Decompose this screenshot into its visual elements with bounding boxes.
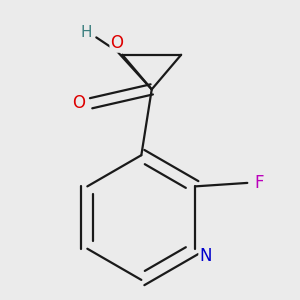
Text: O: O xyxy=(111,34,124,52)
Text: N: N xyxy=(200,247,212,265)
Text: H: H xyxy=(80,25,92,40)
Text: O: O xyxy=(73,94,85,112)
Text: F: F xyxy=(255,174,264,192)
